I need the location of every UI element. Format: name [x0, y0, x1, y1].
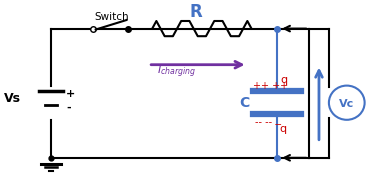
Text: -: -	[66, 102, 71, 112]
Text: R: R	[190, 3, 202, 21]
Text: -- --: -- --	[255, 117, 273, 127]
Text: ̅q: ̅q	[280, 124, 287, 134]
Text: Vc: Vc	[339, 99, 354, 109]
Text: ++ ++: ++ ++	[254, 81, 289, 91]
Text: C: C	[240, 96, 250, 110]
Text: Switch: Switch	[95, 12, 129, 22]
Text: $I_{charging}$: $I_{charging}$	[157, 64, 197, 80]
Text: Vs: Vs	[4, 92, 21, 105]
Text: q: q	[280, 75, 287, 85]
Text: +: +	[66, 89, 75, 99]
